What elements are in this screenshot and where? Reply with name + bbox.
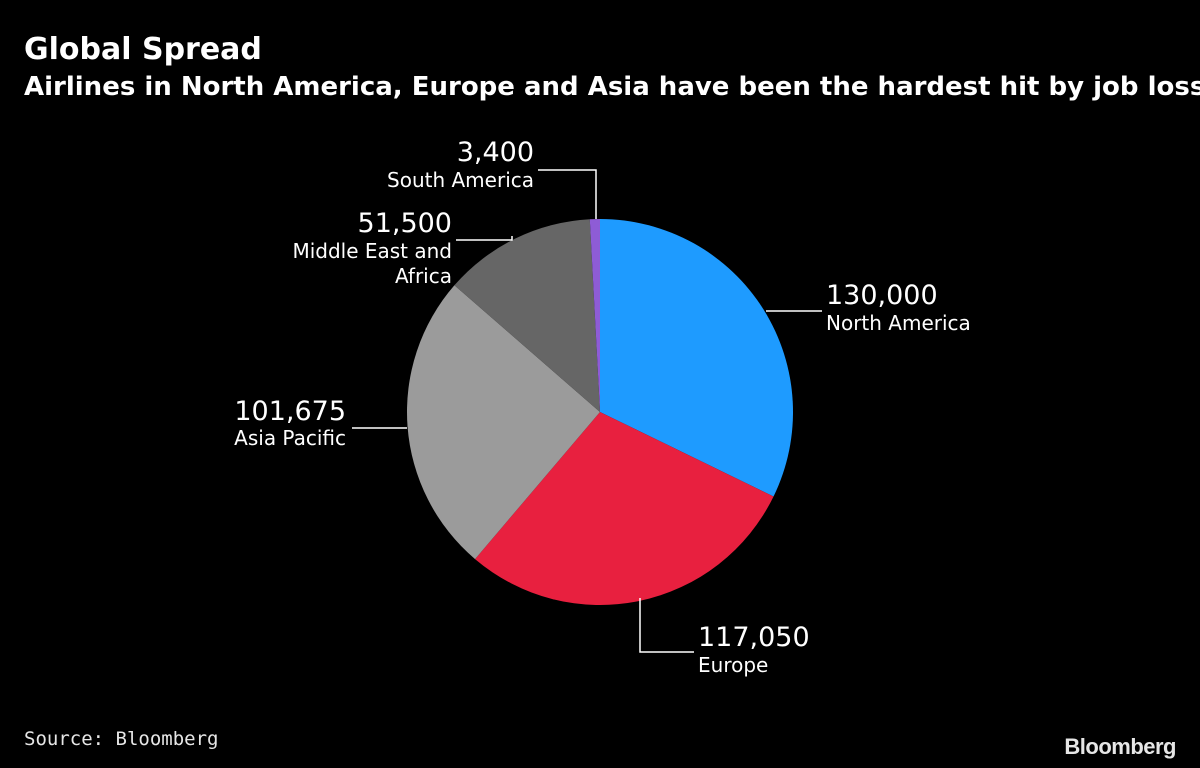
category-label-north-america: North America <box>826 311 971 335</box>
pie-slice-europe <box>475 412 774 605</box>
chart-subtitle: Airlines in North America, Europe and As… <box>24 72 1200 102</box>
pie-slice-middle-east-and-africa <box>454 219 600 412</box>
pie-slices <box>406 219 793 605</box>
category-label-europe: Europe <box>698 653 768 677</box>
value-label-europe: 117,050 <box>698 622 810 653</box>
leader-line-south-america <box>538 169 597 219</box>
pie-slice-south-america <box>589 219 600 412</box>
value-label-north-america: 130,000 <box>826 280 938 311</box>
pie-slice-asia-pacific <box>406 285 600 560</box>
category-label-south-america: South America <box>387 168 534 192</box>
category-label-middle-east-and-africa: Middle East and Africa <box>292 239 452 288</box>
bloomberg-logo: Bloomberg <box>1064 734 1176 759</box>
category-label-asia-pacific: Asia Pacific <box>234 426 346 450</box>
leader-line-europe <box>639 598 694 653</box>
value-label-middle-east-and-africa: 51,500 <box>358 208 452 239</box>
value-label-asia-pacific: 101,675 <box>234 396 346 427</box>
leader-line-middle-east-and-africa <box>456 236 513 241</box>
pie-slice-north-america <box>600 219 793 497</box>
value-label-south-america: 3,400 <box>457 137 534 168</box>
chart-title: Global Spread <box>24 32 262 67</box>
source-note: Source: Bloomberg <box>24 728 219 750</box>
